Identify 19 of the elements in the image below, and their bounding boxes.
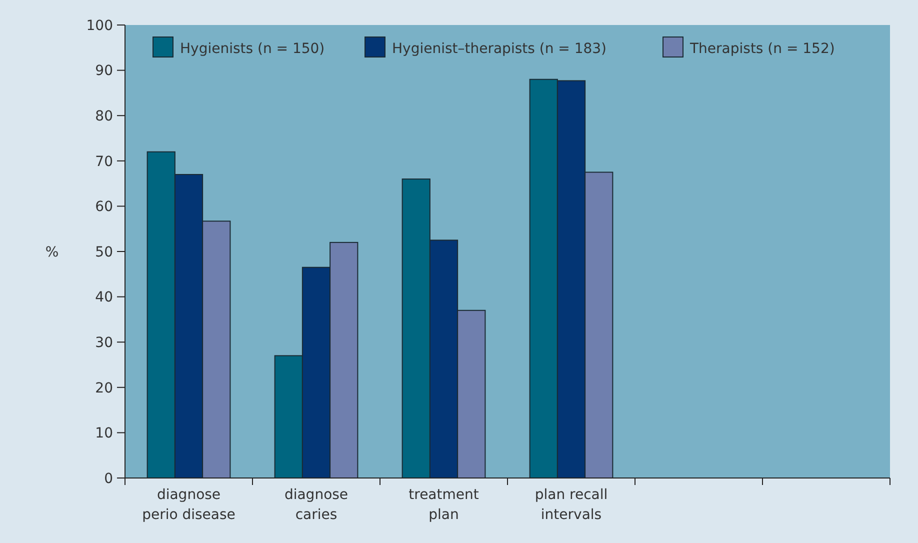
- x-tick-label: diagnose perio disease: [142, 487, 236, 523]
- y-tick-label: 90: [95, 63, 113, 80]
- y-tick-label: 50: [95, 244, 113, 260]
- x-tick-label: diagnose caries: [284, 487, 348, 523]
- y-tick-label: 10: [95, 426, 113, 442]
- y-tick-label: 60: [95, 199, 113, 216]
- y-tick-label: 20: [95, 380, 113, 396]
- legend-label: Hygienists (n = 150): [180, 40, 325, 57]
- y-tick-label: 40: [95, 290, 113, 306]
- x-tick-label: treatment plan: [408, 487, 480, 523]
- y-axis-title: %: [45, 244, 59, 260]
- y-tick-label: 30: [95, 335, 113, 351]
- legend-label: Therapists (n = 152): [689, 40, 835, 57]
- legend-label: Hygienist–therapists (n = 183): [392, 40, 607, 57]
- x-tick-label: plan recall intervals: [534, 487, 608, 523]
- y-tick-label: 0: [104, 470, 113, 487]
- y-tick-label: 70: [95, 154, 113, 170]
- y-tick-label: 100: [86, 18, 113, 34]
- y-tick-label: 80: [95, 108, 113, 124]
